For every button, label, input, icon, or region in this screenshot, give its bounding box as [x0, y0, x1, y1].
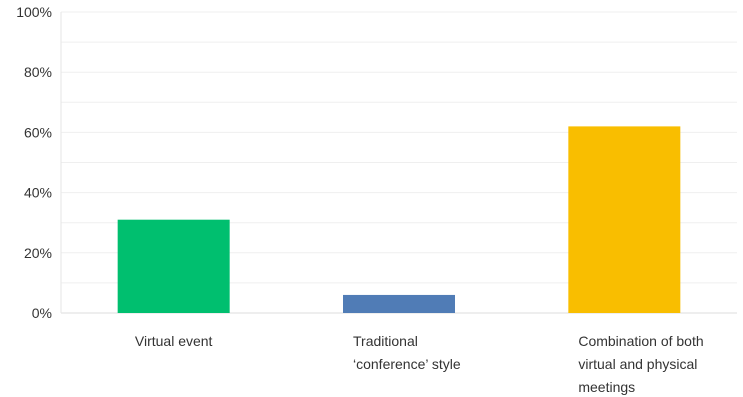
category-label-line: Combination of both [578, 333, 703, 349]
category-label-line: meetings [578, 379, 635, 395]
category-label-line: Traditional [353, 333, 418, 349]
bars [117, 126, 681, 313]
y-tick-label: 60% [24, 124, 52, 140]
y-tick-label: 20% [24, 245, 52, 261]
y-tick-label: 0% [32, 305, 52, 321]
y-tick-label: 100% [16, 4, 52, 20]
bar [568, 126, 681, 313]
y-axis-ticks: 0% 20% 40% 60% 80% 100% [16, 4, 52, 321]
category-label-line: ‘conference’ style [353, 356, 461, 372]
bar [343, 294, 455, 313]
category-label: Virtual event [135, 333, 213, 349]
y-tick-label: 80% [24, 64, 52, 80]
category-label-line: Virtual event [135, 333, 213, 349]
category-label: Combination of both virtual and physical m… [578, 333, 703, 395]
category-labels: Virtual event Traditional ‘conference’ sty… [135, 333, 704, 395]
bar [117, 219, 230, 313]
category-label-line: virtual and physical [578, 356, 697, 372]
category-label: Traditional ‘conference’ style [353, 333, 461, 372]
y-tick-label: 40% [24, 185, 52, 201]
